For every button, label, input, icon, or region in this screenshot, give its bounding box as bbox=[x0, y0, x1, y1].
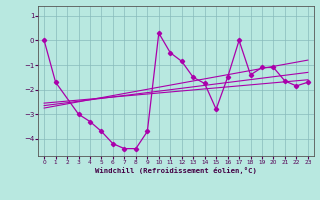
X-axis label: Windchill (Refroidissement éolien,°C): Windchill (Refroidissement éolien,°C) bbox=[95, 167, 257, 174]
